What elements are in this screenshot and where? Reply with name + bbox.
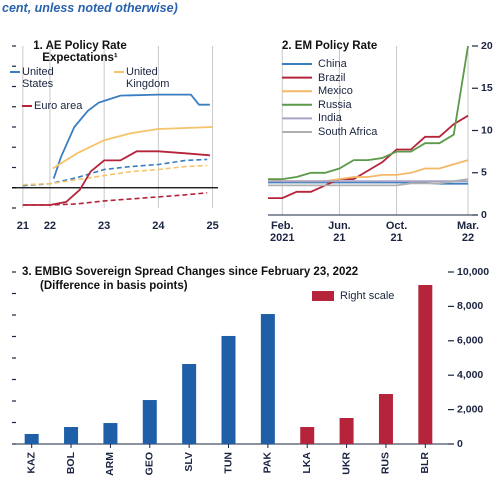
y2-tick-label: 6,000 — [457, 335, 483, 347]
x-tick-label: KAZ — [25, 451, 37, 473]
y2-tick-label: 8,000 — [457, 300, 483, 312]
y2-tick-label: 0 — [457, 438, 463, 450]
x-tick-label: BLR — [419, 452, 431, 474]
x-tick-label: SLV — [183, 452, 195, 472]
legend-label: South Africa — [318, 126, 378, 138]
legend-label: China — [318, 58, 347, 70]
bar — [418, 285, 433, 444]
x-tick-label: PAK — [262, 452, 274, 474]
x-tick-label: Jun. 21 — [328, 220, 351, 244]
legend-label: India — [318, 112, 342, 125]
x-tick-label: 23 — [98, 220, 111, 232]
x-tick-label: UKR — [340, 452, 352, 475]
earlier-line — [22, 192, 208, 206]
y-tick-label: 20 — [481, 40, 493, 52]
bar — [221, 335, 236, 444]
legend-label: Right scale — [340, 290, 395, 302]
y-tick-label: 10 — [481, 124, 493, 136]
earlier-line — [22, 164, 208, 186]
bar — [142, 400, 157, 444]
legend-label: United States — [22, 66, 54, 90]
line — [268, 45, 469, 180]
x-tick-label: 21 — [16, 220, 29, 232]
x-tick-label: Feb. 2021 — [270, 220, 295, 244]
bar — [24, 434, 39, 444]
legend-label: Russia — [318, 98, 352, 111]
x-tick-label: 25 — [206, 220, 219, 232]
bar — [339, 417, 354, 444]
line — [268, 114, 469, 199]
legend-swatch — [312, 291, 334, 301]
legend-label: Mexico — [318, 85, 353, 98]
y-tick-label: 0 — [481, 209, 487, 221]
y2-tick-label: 10,000 — [457, 266, 489, 278]
x-tick-label: 24 — [152, 220, 165, 232]
bar — [378, 393, 393, 444]
x-tick-label: ARM — [104, 452, 116, 476]
y2-tick-label: 4,000 — [457, 369, 483, 381]
earlier-line — [22, 158, 208, 187]
x-tick-label: RUS — [380, 452, 392, 474]
y-tick-label: 15 — [481, 82, 493, 94]
line — [52, 126, 213, 170]
bar — [182, 364, 197, 444]
line — [268, 178, 469, 187]
x-tick-label: BOL — [65, 451, 77, 474]
chart-subtitle: (Difference in basis points) — [40, 280, 188, 292]
bar — [103, 423, 118, 444]
chart-title: 3. EMBIG Sovereign Spread Changes since … — [22, 266, 359, 278]
chart-title: 1. AE Policy Rate Expectations¹ — [33, 40, 127, 64]
legend-label: United Kingdom — [126, 66, 170, 90]
line — [52, 93, 210, 179]
legend-label: Brazil — [318, 71, 346, 84]
x-tick-label: LKA — [301, 452, 313, 474]
x-tick-label: TUN — [222, 452, 234, 474]
x-tick-label: Oct. 21 — [385, 220, 408, 244]
x-tick-label: Mar. 22 — [456, 220, 480, 244]
bar — [260, 314, 275, 444]
header-subtitle: cent, unless noted otherwise) — [2, 1, 178, 15]
x-tick-label: 22 — [43, 220, 57, 232]
line — [22, 150, 210, 206]
chart-title: 2. EM Policy Rate — [282, 40, 378, 52]
bar — [64, 427, 79, 444]
y2-tick-label: 2,000 — [457, 403, 483, 415]
bar — [300, 427, 315, 444]
x-tick-label: GEO — [144, 452, 156, 475]
y-tick-label: 5 — [481, 167, 487, 179]
legend-label: Euro area — [34, 100, 83, 112]
